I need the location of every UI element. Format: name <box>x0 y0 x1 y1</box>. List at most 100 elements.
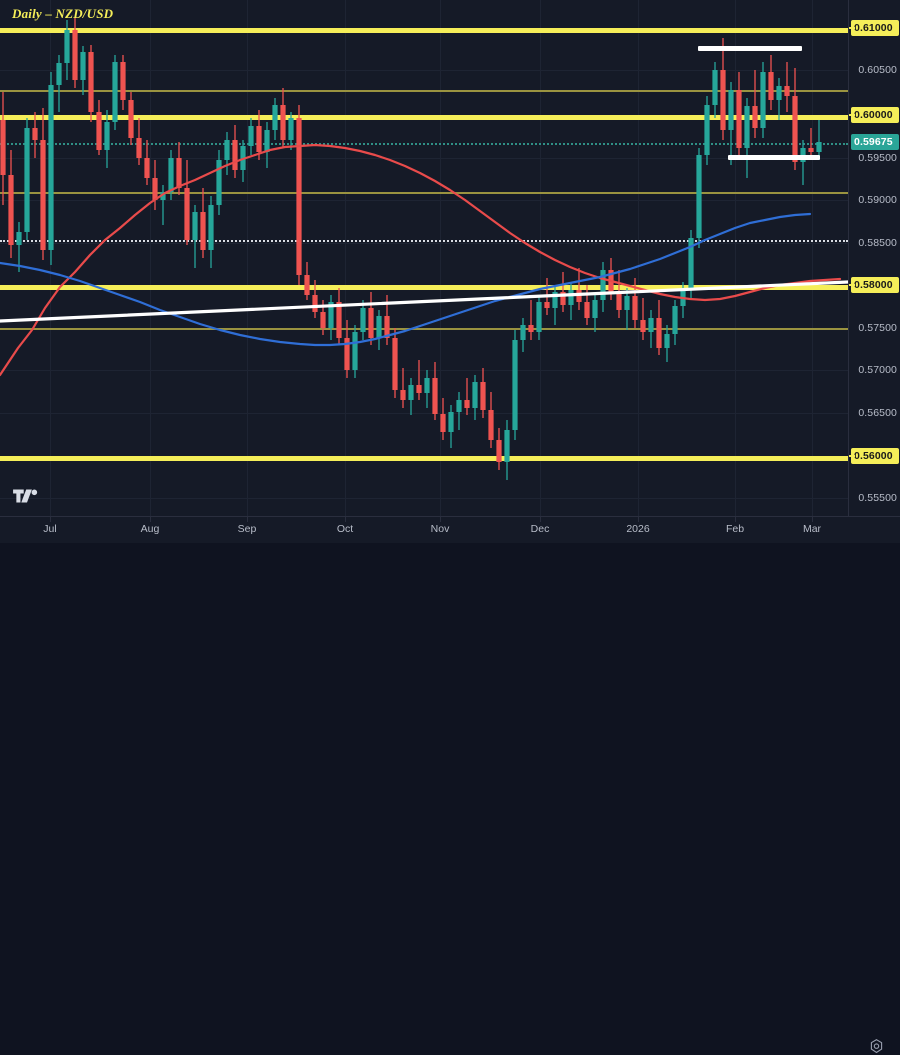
price-tick-label: 0.61000 <box>851 20 899 36</box>
candle-body <box>208 205 214 250</box>
candle-body <box>128 100 134 138</box>
candle-body <box>24 128 30 232</box>
candle-body <box>296 118 302 275</box>
gridline-vertical <box>638 0 639 516</box>
candle-body <box>344 338 350 370</box>
candle-body <box>320 312 326 328</box>
gridline-horizontal <box>0 243 848 244</box>
candle-body <box>184 188 190 240</box>
candle-body <box>616 292 622 310</box>
price-tick-label: 0.60500 <box>858 64 897 76</box>
price-tick-label: 0.56500 <box>858 407 897 419</box>
candle-body <box>496 440 502 462</box>
candle-body <box>672 306 678 334</box>
price-level-line[interactable] <box>0 115 848 120</box>
candle-body <box>536 302 542 332</box>
candle-body <box>640 320 646 332</box>
candle-body <box>440 414 446 432</box>
candle-body <box>808 148 814 152</box>
time-tick-mark <box>50 517 51 522</box>
candle-body <box>336 302 342 338</box>
time-tick-label: Aug <box>140 523 160 535</box>
range-top[interactable] <box>698 46 802 51</box>
candle-body <box>0 120 6 175</box>
candle-body <box>488 410 494 440</box>
candle-body <box>592 300 598 318</box>
candle-body <box>728 90 734 130</box>
gridline-vertical <box>247 0 248 516</box>
price-level-line[interactable] <box>0 192 848 194</box>
time-tick-label: 2026 <box>626 523 650 535</box>
candle-body <box>784 86 790 96</box>
time-tick-mark <box>440 517 441 522</box>
candle-body <box>776 86 782 100</box>
candle-body <box>192 212 198 240</box>
price-tick-label: 0.59000 <box>858 194 897 206</box>
candle-body <box>400 390 406 400</box>
tradingview-logo[interactable] <box>12 487 42 505</box>
candle-body <box>112 62 118 122</box>
candle-body <box>168 158 174 192</box>
price-axis[interactable]: 0.61000 0.60500 0.60000 0.59675 0.59500 0.590… <box>848 0 900 516</box>
current-price-label[interactable]: 0.59675 <box>851 134 899 150</box>
candle-body <box>696 155 702 238</box>
candle-body <box>624 296 630 310</box>
candle-body <box>760 72 766 128</box>
candle-body <box>144 158 150 178</box>
candle-body <box>552 292 558 308</box>
gridline-horizontal <box>0 158 848 159</box>
time-tick-label: Dec <box>530 523 550 535</box>
price-level-line[interactable] <box>0 143 848 145</box>
price-level-line[interactable] <box>0 328 848 330</box>
candle-body <box>416 385 422 393</box>
gear-icon[interactable] <box>868 1038 885 1055</box>
gridline-vertical <box>735 0 736 516</box>
candle-body <box>248 126 254 146</box>
chart-title: Daily – NZD/USD <box>12 6 114 21</box>
candle-body <box>32 128 38 140</box>
gridline-horizontal <box>0 200 848 201</box>
candle-body <box>768 72 774 100</box>
candle-body <box>736 90 742 148</box>
candle-body <box>200 212 206 250</box>
time-tick-mark <box>812 517 813 522</box>
candle-body <box>280 105 286 140</box>
candle-body <box>80 52 86 80</box>
candle-body <box>136 138 142 158</box>
candle-body <box>64 30 70 63</box>
price-level-line[interactable] <box>0 285 848 290</box>
candle-body <box>264 130 270 152</box>
moving-average-line <box>0 143 842 377</box>
gridline-horizontal <box>0 498 848 499</box>
candle-body <box>432 378 438 414</box>
candle-body <box>424 378 430 393</box>
candle-body <box>232 140 238 170</box>
price-level-line[interactable] <box>0 240 848 242</box>
gridline-horizontal <box>0 370 848 371</box>
candle-body <box>40 140 46 250</box>
price-level-line[interactable] <box>0 90 848 92</box>
price-tick-label: 0.56000 <box>851 448 899 464</box>
candle-body <box>448 412 454 432</box>
candle-body <box>520 325 526 340</box>
price-tick-label: 0.59500 <box>858 152 897 164</box>
chart-pane[interactable]: Daily – NZD/USD <box>0 0 848 516</box>
time-tick-label: Sep <box>237 523 257 535</box>
candle-body <box>48 85 54 250</box>
candle-body <box>688 238 694 290</box>
time-tick-label: Mar <box>802 523 822 535</box>
gridline-vertical <box>440 0 441 516</box>
time-tick-mark <box>638 517 639 522</box>
ascending-trendline[interactable] <box>0 280 848 323</box>
price-level-line[interactable] <box>0 456 848 461</box>
candle-body <box>384 316 390 338</box>
price-level-line[interactable] <box>0 28 848 33</box>
candle-body <box>664 334 670 348</box>
candle-body <box>72 30 78 80</box>
range-bottom[interactable] <box>728 155 820 160</box>
time-axis[interactable]: Jul Aug Sep Oct Nov Dec 2026 Feb Mar <box>0 516 900 1054</box>
candle-body <box>600 270 606 300</box>
candle-body <box>224 140 230 160</box>
candle-body <box>544 302 550 308</box>
candle-body <box>512 340 518 430</box>
